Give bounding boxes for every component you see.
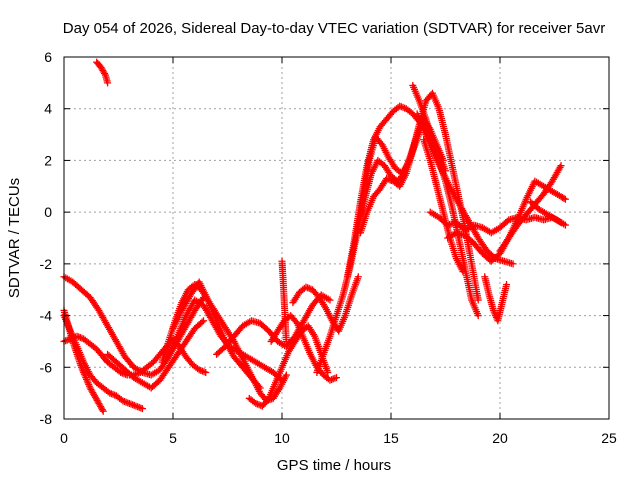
y-tick-label: -4 <box>40 308 53 324</box>
x-tick-label: 0 <box>60 430 68 446</box>
x-tick-label: 10 <box>274 430 290 446</box>
data-point <box>557 162 565 170</box>
data-point <box>474 296 482 304</box>
data-point <box>202 368 210 376</box>
series-arc-24 <box>481 273 511 325</box>
y-tick-label: 2 <box>44 152 52 168</box>
data-point <box>282 337 290 345</box>
chart-title: Day 054 of 2026, Sidereal Day-to-day VTE… <box>63 20 605 37</box>
y-tick-label: -2 <box>40 256 53 272</box>
data-point <box>561 221 569 229</box>
y-tick-label: -8 <box>40 411 53 427</box>
x-axis-label: GPS time / hours <box>277 457 391 474</box>
y-tick-label: 4 <box>44 101 52 117</box>
plot-frame <box>63 56 610 420</box>
y-tick-label: 0 <box>44 204 52 220</box>
data-point <box>561 195 569 203</box>
y-axis-label: SDTVAR / TECUs <box>6 178 23 298</box>
series-arc-12 <box>267 312 340 384</box>
data-point <box>104 79 112 87</box>
tick-labels: 0 5 10 15 20 25 -8 -6 -4 -2 0 2 4 6 <box>40 49 617 446</box>
data-point <box>474 312 482 320</box>
data-point <box>282 371 290 379</box>
data-point <box>101 70 109 78</box>
data-point <box>255 382 263 390</box>
y-tick-label: -6 <box>40 359 53 375</box>
x-tick-label: 20 <box>492 430 508 446</box>
data-point <box>333 374 340 382</box>
x-tick-label: 25 <box>601 430 617 446</box>
data-point <box>459 268 467 276</box>
series-arc-25 <box>496 177 569 255</box>
series-arc-14 <box>289 273 362 335</box>
data-point <box>99 407 107 415</box>
series-arc-13 <box>278 257 290 345</box>
data-point <box>198 318 206 326</box>
series-arc-9 <box>169 278 264 392</box>
data-point <box>98 406 106 414</box>
data-point <box>256 384 264 392</box>
data-point <box>354 273 362 281</box>
data-point <box>503 281 511 289</box>
x-tick-label: 15 <box>383 430 399 446</box>
data-point <box>560 194 568 202</box>
y-tick-label: 6 <box>44 49 52 65</box>
x-tick-label: 5 <box>169 430 177 446</box>
series-arc-21 <box>413 110 517 268</box>
data-point <box>324 368 332 376</box>
data-point <box>200 317 208 325</box>
axis-ticks <box>63 56 610 420</box>
data-point <box>326 296 334 304</box>
series-arc-4 <box>60 312 146 413</box>
series-arc-26 <box>527 198 569 229</box>
grid-layer <box>64 57 609 419</box>
data-points <box>60 58 569 415</box>
series-arc-6 <box>104 317 208 392</box>
data-point <box>509 260 517 268</box>
data-point <box>138 405 146 413</box>
series-arc-1 <box>93 58 112 87</box>
